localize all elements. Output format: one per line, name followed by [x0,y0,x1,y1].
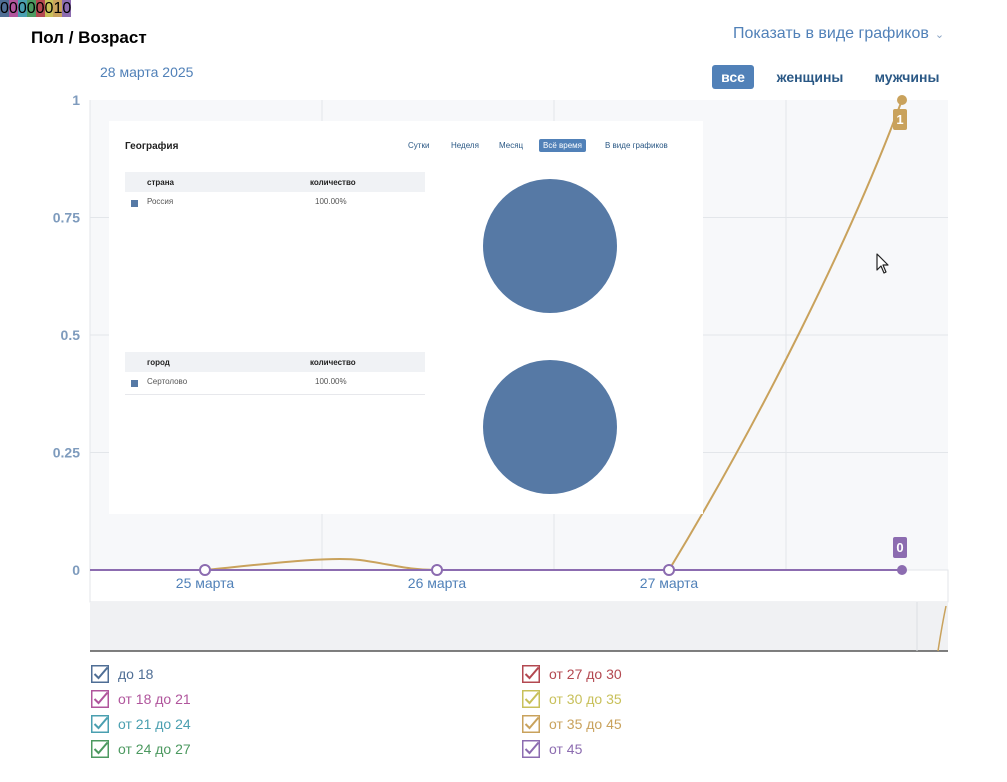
legend-item[interactable]: от 24 до 27 [91,738,191,760]
x-axis-band [89,569,949,603]
legend-item[interactable]: от 30 до 35 [522,688,622,710]
legend-item[interactable]: от 21 до 24 [91,713,191,735]
geo-tab-day[interactable]: Сутки [408,141,430,150]
legend-label: от 21 до 24 [118,716,191,732]
legend-label: от 18 до 21 [118,691,191,707]
city-pie-chart [483,360,617,494]
count-col-header: количество [310,178,356,187]
data-point [663,564,675,576]
checkbox-checked-icon[interactable] [91,715,109,733]
geo-tab-week[interactable]: Неделя [451,141,479,150]
tab-all[interactable]: все [712,65,754,89]
y-tick-label: 0.25 [53,445,80,461]
geo-tab-all-time[interactable]: Всё время [539,139,586,152]
tab-women[interactable]: женщины [776,69,844,85]
geography-screenshot: География Сутки Неделя Месяц Всё время В… [109,121,703,514]
country-value: 100.00% [315,197,347,206]
checkbox-checked-icon[interactable] [522,665,540,683]
y-tick-label: 1 [72,92,80,108]
city-col-header: город [147,358,170,367]
x-tick-label: 26 марта [408,575,467,591]
data-label: 0 [896,540,903,555]
legend-label: от 27 до 30 [549,666,622,682]
legend-label: от 45 [549,741,583,757]
data-point [199,564,211,576]
legend-item[interactable]: от 45 [522,738,582,760]
x-tick-label: 27 марта [640,575,699,591]
color-swatch [131,380,138,387]
data-label-box [893,109,907,130]
city-table-header: город количество [125,352,425,372]
page-title: Пол / Возраст [31,28,147,47]
checkbox-checked-icon[interactable] [91,690,109,708]
geo-tab-month[interactable]: Месяц [499,141,524,150]
data-point [431,564,443,576]
tab-men[interactable]: мужчины [874,69,940,85]
data-label-box [893,537,907,558]
data-point [897,565,907,575]
checkbox-checked-icon[interactable] [522,690,540,708]
x-tick-label: 25 марта [176,575,235,591]
navigator-area [90,602,948,651]
city-value: 100.00% [315,377,347,386]
table-row: Сертолово 100.00% [125,372,425,395]
legend-label: от 35 до 45 [549,716,622,732]
checkbox-checked-icon[interactable] [522,740,540,758]
series-line [204,557,438,571]
chart-date: 28 марта 2025 [100,64,194,80]
checkbox-checked-icon[interactable] [91,665,109,683]
legend-label: от 24 до 27 [118,741,191,757]
country-table-header: страна количество [125,172,425,192]
checkbox-checked-icon[interactable] [91,740,109,758]
geo-tab-graphs[interactable]: В виде графиков [605,141,668,150]
chevron-down-icon: ⌄ [934,29,945,41]
legend-item[interactable]: от 35 до 45 [522,713,622,735]
color-swatch [131,200,138,207]
legend-item[interactable]: от 18 до 21 [91,688,191,710]
y-tick-label: 0 [72,562,80,578]
checkbox-checked-icon[interactable] [522,715,540,733]
mouse-pointer-icon [876,253,889,274]
legend-label: от 30 до 35 [549,691,622,707]
country-pie-chart [483,179,617,313]
geography-title: География [125,141,179,152]
view-mode-label: Показать в виде графиков [733,25,929,42]
country-name: Россия [147,197,174,206]
data-label: 1 [896,112,903,127]
city-name: Сертолово [147,377,188,386]
count-col-header: количество [310,358,356,367]
data-point [897,95,907,105]
y-tick-label: 0.5 [61,327,81,343]
y-tick-label: 0.75 [53,210,80,226]
table-row: Россия 100.00% [125,192,425,214]
navigator-series-line [937,605,947,652]
view-mode-dropdown[interactable]: Показать в виде графиков ⌄ [733,25,944,43]
country-col-header: страна [147,178,174,187]
legend-item[interactable]: до 18 [91,663,153,685]
series-line [668,99,903,571]
legend-item[interactable]: от 27 до 30 [522,663,622,685]
legend-label: до 18 [118,666,154,682]
